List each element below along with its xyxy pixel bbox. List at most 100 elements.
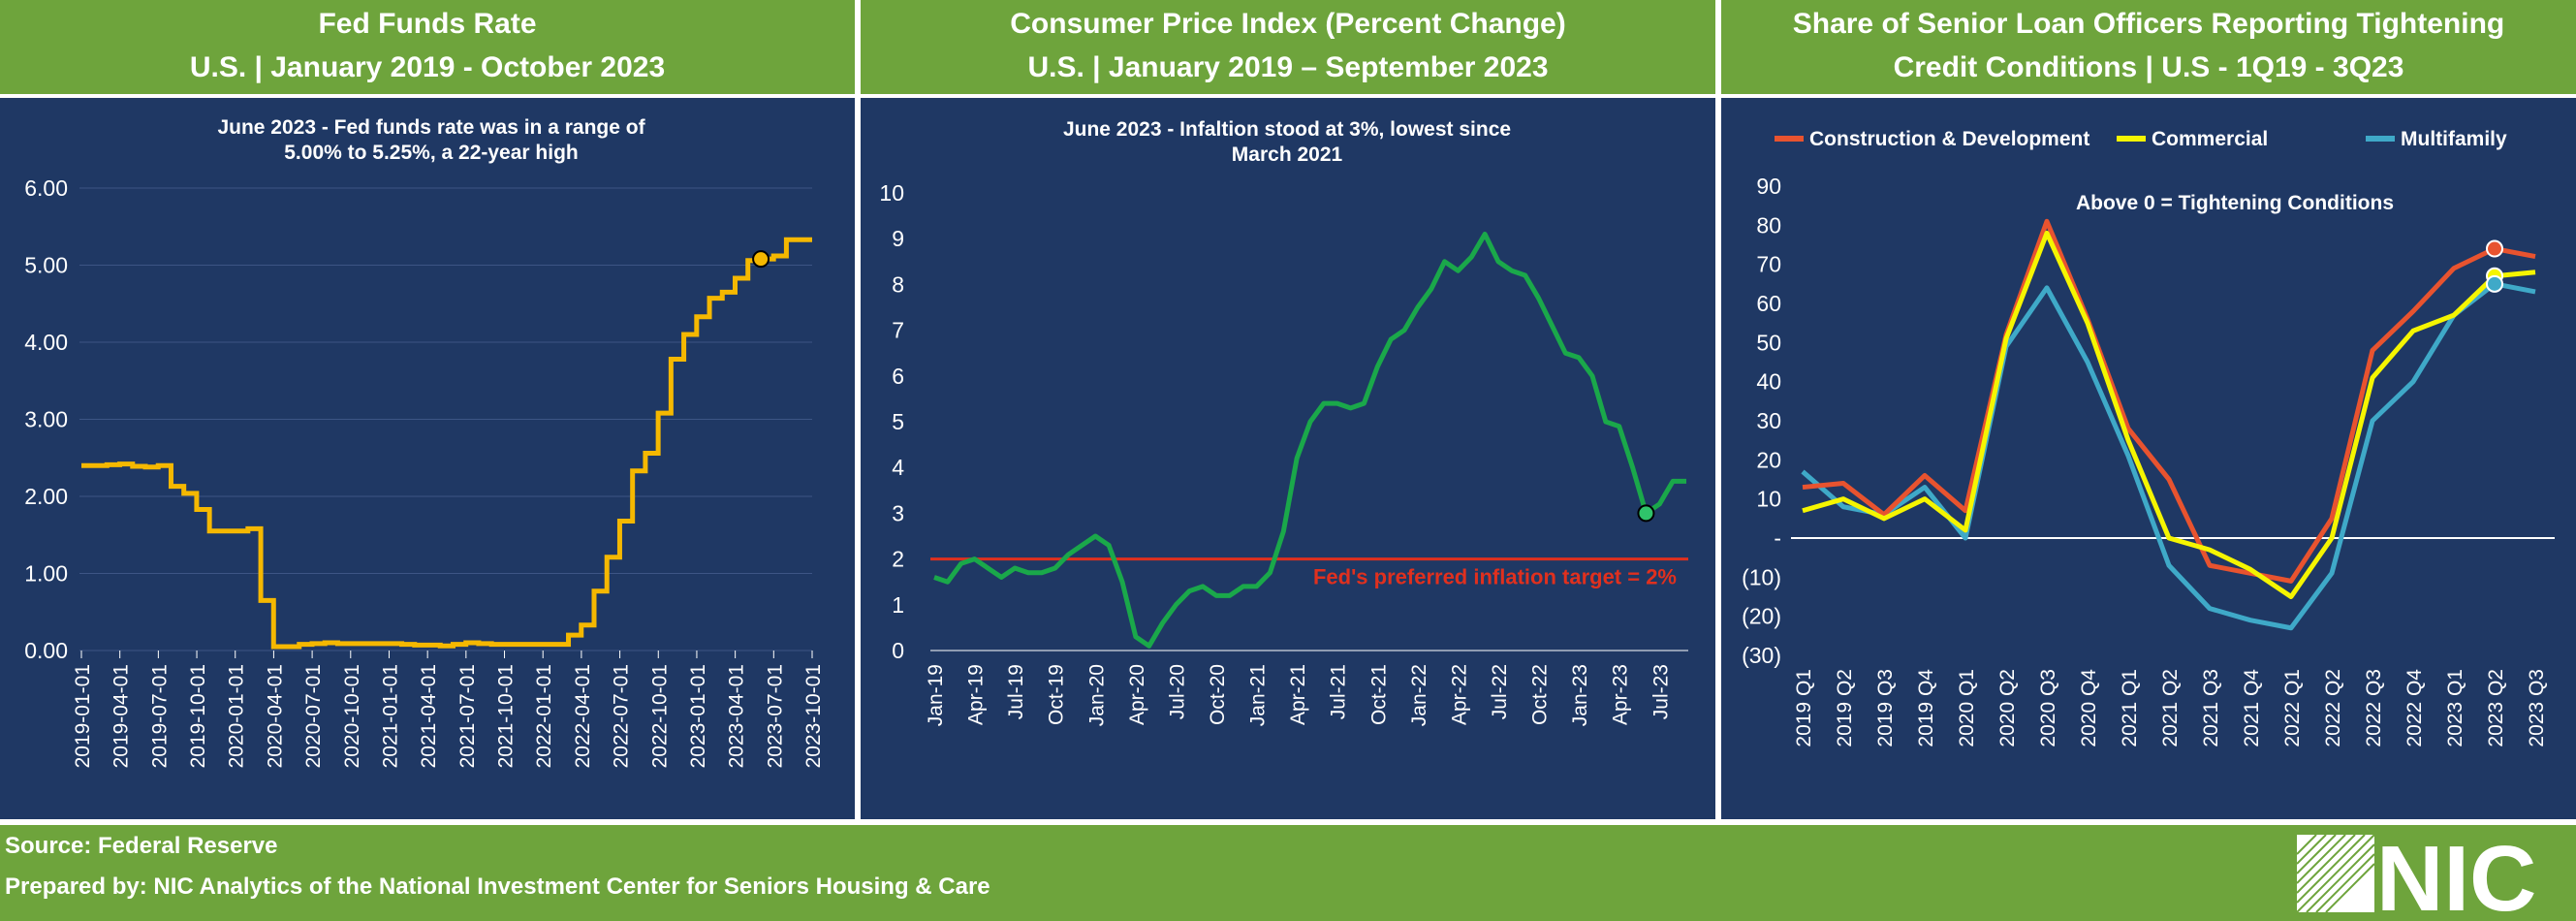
loan-officers-annotation: Above 0 = Tightening Conditions <box>2075 192 2395 214</box>
y-tick-label: 5.00 <box>24 253 68 278</box>
prepared-by-note: Prepared by: NIC Analytics of the Nation… <box>5 873 990 900</box>
y-tick-label: 3.00 <box>24 407 68 432</box>
x-tick-label: 2019-10-01 <box>187 664 209 768</box>
x-tick-label: 2022-01-01 <box>533 664 555 768</box>
x-tick-label: 2023-01-01 <box>687 664 709 768</box>
cpi-line <box>933 231 1686 649</box>
x-tick-label: Oct-20 <box>1207 664 1229 725</box>
y-tick-label: 0 <box>892 638 904 663</box>
x-tick-label: 2022-04-01 <box>572 664 594 768</box>
x-tick-label: Apr-22 <box>1448 664 1470 725</box>
x-tick-label: Jul-21 <box>1328 664 1350 719</box>
x-tick-label: 2022 Q1 <box>2281 669 2304 747</box>
fed-funds-rate-line <box>81 237 812 650</box>
y-tick-label: 0.00 <box>24 638 68 663</box>
series-line <box>1802 218 2536 584</box>
x-tick-label: 2022-10-01 <box>648 664 671 768</box>
y-tick-label: 1.00 <box>24 561 68 587</box>
y-tick-label: - <box>1774 525 1781 551</box>
y-tick-label: 4 <box>892 455 904 480</box>
y-tick-label: 80 <box>1756 212 1781 238</box>
loan-officers-subtitle: Credit Conditions | U.S - 1Q19 - 3Q23 <box>1893 51 2404 83</box>
footer: Source: Federal Reserve Prepared by: NIC… <box>0 825 2576 921</box>
x-tick-label: 2023-10-01 <box>802 664 825 768</box>
highlight-point <box>2486 274 2503 293</box>
x-tick-label: 2019-01-01 <box>72 664 94 768</box>
cpi-annotation: June 2023 - Infaltion stood at 3%, lowes… <box>1062 118 1512 166</box>
y-tick-label: 6 <box>892 364 904 389</box>
cpi-chart-area: 0 1 2 3 4 5 6 7 8 9 10 Jan-19 Apr-19 Jul-19 Oct-19 Jan-… <box>861 98 1715 819</box>
series-line <box>1802 230 2536 599</box>
x-tick-label: 2020-01-01 <box>226 664 248 768</box>
x-tick-label: Jan-21 <box>1247 664 1270 726</box>
x-tick-label: 2020-04-01 <box>264 664 286 768</box>
x-tick-label: Jul-19 <box>1005 664 1027 719</box>
x-tick-label: Apr-21 <box>1287 664 1309 725</box>
x-tick-label: 2021 Q1 <box>2119 669 2141 747</box>
x-tick-label: 2019 Q1 <box>1793 669 1815 747</box>
x-tick-label: 2020 Q2 <box>1996 669 2019 747</box>
nic-logo: NIC <box>2296 827 2571 921</box>
x-tick-label: 2019 Q4 <box>1915 669 1937 747</box>
fed-funds-chart: 0.00 1.00 2.00 3.00 4.00 5.00 6.00 2019-01-01 20… <box>24 175 825 768</box>
fed-funds-subtitle: U.S. | January 2019 - October 2023 <box>189 51 666 83</box>
x-tick-label: 2021-07-01 <box>456 664 479 768</box>
y-tick-label: 6.00 <box>24 175 68 201</box>
x-tick-label: 2023 Q2 <box>2485 669 2507 747</box>
x-tick-label: 2022 Q3 <box>2363 669 2385 747</box>
y-tick-label: 2 <box>892 547 904 572</box>
x-tick-label: 2023 Q1 <box>2444 669 2466 747</box>
x-tick-label: 2023 Q3 <box>2526 669 2548 747</box>
x-tick-label: Apr-19 <box>965 664 988 725</box>
x-tick-label: Jul-20 <box>1166 664 1188 719</box>
y-tick-label: 2.00 <box>24 484 68 509</box>
y-tick-label: (10) <box>1742 564 1781 589</box>
y-tick-label: 4.00 <box>24 330 68 355</box>
highlight-point <box>752 250 770 269</box>
y-tick-label: 7 <box>892 318 904 343</box>
source-note: Source: Federal Reserve <box>5 833 278 859</box>
x-tick-label: Jan-19 <box>925 664 947 726</box>
cpi-header: Consumer Price Index (Percent Change) U.… <box>861 0 1715 94</box>
y-tick-label: (30) <box>1742 643 1781 668</box>
y-tick-label: 90 <box>1756 174 1781 199</box>
x-tick-label: Oct-19 <box>1046 664 1068 725</box>
y-tick-label: 40 <box>1756 369 1781 395</box>
x-tick-label: Jan-23 <box>1569 664 1591 726</box>
y-tick-label: 70 <box>1756 252 1781 277</box>
loan-officers-chart-area: (30) (20) (10) - 10 20 30 40 50 60 70 80 90 2019 Q1 20… <box>1721 98 2576 819</box>
y-tick-label: 10 <box>1756 487 1781 512</box>
fed-funds-chart-area: 0.00 1.00 2.00 3.00 4.00 5.00 6.00 2019-01-01 20… <box>0 98 855 819</box>
x-tick-label: 2019-04-01 <box>110 664 133 768</box>
highlight-point <box>1637 504 1655 523</box>
x-tick-label: 2022-07-01 <box>611 664 633 768</box>
y-tick-label: 9 <box>892 226 904 251</box>
x-tick-label: 2021-01-01 <box>379 664 401 768</box>
y-tick-label: 20 <box>1756 447 1781 472</box>
x-tick-label: Apr-23 <box>1610 664 1632 725</box>
x-tick-label: Oct-22 <box>1529 664 1552 725</box>
loan-officers-header: Share of Senior Loan Officers Reporting … <box>1721 0 2576 94</box>
y-tick-label: (20) <box>1742 604 1781 629</box>
x-tick-label: 2021 Q2 <box>2159 669 2182 747</box>
x-tick-label: Jan-20 <box>1085 664 1108 726</box>
x-tick-label: 2023-04-01 <box>726 664 748 768</box>
x-tick-label: 2021-04-01 <box>418 664 440 768</box>
x-tick-label: 2019 Q3 <box>1874 669 1897 747</box>
x-tick-label: Jul-23 <box>1649 664 1672 719</box>
x-tick-label: 2023-07-01 <box>764 664 786 768</box>
legend-label: Multifamily <box>2401 128 2507 150</box>
nic-logo-icon: NIC <box>2296 827 2536 921</box>
fed-funds-header: Fed Funds Rate U.S. | January 2019 - Oct… <box>0 0 855 94</box>
series-line <box>1801 281 2536 631</box>
y-tick-label: 50 <box>1756 330 1781 355</box>
x-tick-label: Oct-21 <box>1367 664 1390 725</box>
y-tick-label: 60 <box>1756 291 1781 316</box>
legend-label: Commercial <box>2152 128 2268 150</box>
loan-officers-chart: (30) (20) (10) - 10 20 30 40 50 60 70 80 90 2019 Q1 20… <box>1742 128 2555 747</box>
nic-logo-text: NIC <box>2376 831 2536 916</box>
fed-funds-annotation: June 2023 - Fed funds rate was in a rang… <box>217 116 645 164</box>
x-tick-label: 2020 Q4 <box>2078 669 2100 747</box>
fed-funds-title: Fed Funds Rate <box>318 8 537 40</box>
legend-label: Construction & Development <box>1809 128 2089 150</box>
